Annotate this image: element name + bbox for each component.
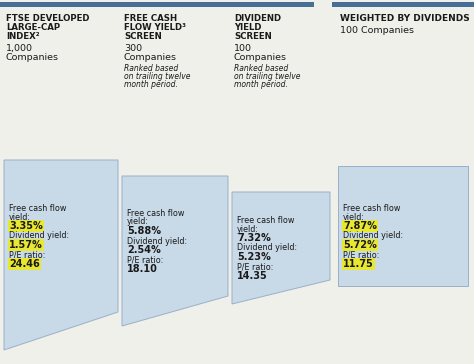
Text: 11.75: 11.75 bbox=[343, 259, 374, 269]
Text: P/E ratio:: P/E ratio: bbox=[9, 250, 46, 260]
Text: YIELD: YIELD bbox=[234, 23, 262, 32]
Text: Free cash flow: Free cash flow bbox=[9, 204, 66, 213]
Text: FTSE DEVELOPED: FTSE DEVELOPED bbox=[6, 14, 90, 23]
Text: 24.46: 24.46 bbox=[9, 259, 40, 269]
Text: Dividend yield:: Dividend yield: bbox=[127, 237, 187, 245]
Text: 100 Companies: 100 Companies bbox=[340, 26, 414, 35]
Text: 5.72%: 5.72% bbox=[343, 240, 377, 250]
Text: LARGE-CAP: LARGE-CAP bbox=[6, 23, 60, 32]
Polygon shape bbox=[122, 176, 228, 326]
Text: 100: 100 bbox=[234, 44, 252, 53]
Text: Companies: Companies bbox=[6, 53, 59, 62]
Text: 2.54%: 2.54% bbox=[127, 245, 161, 255]
Text: 1,000: 1,000 bbox=[6, 44, 33, 53]
Bar bbox=[338, 166, 468, 286]
Text: 5.88%: 5.88% bbox=[127, 226, 161, 236]
Text: P/E ratio:: P/E ratio: bbox=[343, 250, 379, 260]
Text: 18.10: 18.10 bbox=[127, 264, 158, 274]
Text: Free cash flow: Free cash flow bbox=[237, 216, 294, 225]
Text: Ranked based: Ranked based bbox=[124, 64, 178, 73]
Text: Free cash flow: Free cash flow bbox=[343, 204, 401, 213]
Text: 3.35%: 3.35% bbox=[9, 221, 43, 231]
Text: Companies: Companies bbox=[124, 53, 177, 62]
Polygon shape bbox=[232, 192, 330, 304]
Bar bbox=[332, 2, 474, 7]
Text: yield:: yield: bbox=[343, 213, 365, 222]
Text: INDEX²: INDEX² bbox=[6, 32, 40, 41]
Text: month period.: month period. bbox=[234, 80, 288, 89]
Text: yield:: yield: bbox=[237, 225, 259, 233]
Text: DIVIDEND: DIVIDEND bbox=[234, 14, 281, 23]
Text: 14.35: 14.35 bbox=[237, 271, 268, 281]
Polygon shape bbox=[4, 160, 118, 350]
Text: Companies: Companies bbox=[234, 53, 287, 62]
Text: 1.57%: 1.57% bbox=[9, 240, 43, 250]
Text: yield:: yield: bbox=[9, 213, 31, 222]
Text: Ranked based: Ranked based bbox=[234, 64, 288, 73]
Text: month period.: month period. bbox=[124, 80, 178, 89]
Text: WEIGHTED BY DIVIDENDS: WEIGHTED BY DIVIDENDS bbox=[340, 14, 470, 23]
Text: on trailing twelve: on trailing twelve bbox=[124, 72, 191, 81]
Text: 7.87%: 7.87% bbox=[343, 221, 377, 231]
Text: on trailing twelve: on trailing twelve bbox=[234, 72, 301, 81]
Text: P/E ratio:: P/E ratio: bbox=[127, 256, 164, 265]
Text: 7.32%: 7.32% bbox=[237, 233, 271, 243]
Text: Free cash flow: Free cash flow bbox=[127, 209, 184, 218]
Text: FREE CASH: FREE CASH bbox=[124, 14, 177, 23]
Text: Dividend yield:: Dividend yield: bbox=[343, 232, 403, 241]
Text: Dividend yield:: Dividend yield: bbox=[237, 244, 297, 253]
Bar bbox=[0, 2, 314, 7]
Text: 5.23%: 5.23% bbox=[237, 252, 271, 262]
Text: SCREEN: SCREEN bbox=[234, 32, 272, 41]
Text: FLOW YIELD³: FLOW YIELD³ bbox=[124, 23, 186, 32]
Text: P/E ratio:: P/E ratio: bbox=[237, 262, 273, 272]
Text: SCREEN: SCREEN bbox=[124, 32, 162, 41]
Text: Dividend yield:: Dividend yield: bbox=[9, 232, 69, 241]
Text: 300: 300 bbox=[124, 44, 142, 53]
Text: yield:: yield: bbox=[127, 218, 149, 226]
